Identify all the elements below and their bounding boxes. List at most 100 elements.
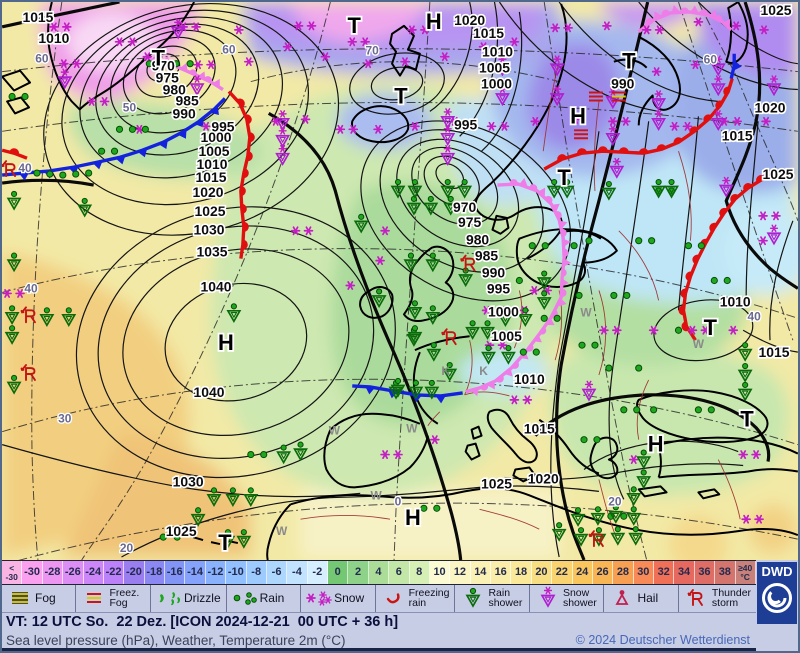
pressure-label: 1010 [482,44,513,60]
rain-symbol [650,406,658,414]
scale-cell: 34 [674,561,695,585]
scale-cell: -6 [266,561,288,585]
pressure-center: T [704,315,718,340]
pressure-label: 970 [453,199,476,215]
rain-symbol [575,291,583,300]
rain-symbol [684,242,693,250]
occl-front [144,56,224,91]
pressure-label: 1015 [22,9,53,25]
pressure-label: 1030 [194,222,225,238]
city-label: W [370,488,382,502]
cold-front [729,53,742,79]
pressure-label: 1025 [481,475,512,491]
legend-item-fog: Fog [2,585,75,612]
pressure-center: H [426,9,442,34]
rain-symbol [433,504,441,512]
graticule-label: 0 [395,494,402,508]
dwd-logo: DWD [757,562,797,624]
pressure-label: 1000 [481,76,512,92]
legend-item-drizzle: Drizzle [149,585,226,612]
graticule-label: 40 [24,281,38,295]
legend-item-rain: Rain shower [454,585,528,612]
city-label: W [693,337,705,351]
rain-symbol [115,125,124,133]
warm-front [678,171,775,342]
pressure-label: 1040 [194,384,225,400]
leg-ffog-icon [81,586,107,610]
rain-symbol [519,348,527,356]
rain-symbol [723,276,731,285]
pressure-label: 1005 [479,60,510,76]
scale-cell: -16 [165,561,186,585]
rain-symbol [532,348,540,356]
legend-label: Thunder storm [711,586,752,610]
warm-front [227,90,255,259]
scale-cell: 32 [654,561,675,585]
rain-symbol [585,237,593,245]
pressure-label: 995 [487,280,510,296]
scale-cell: 30 [633,561,654,585]
scale-cell: 36 [694,561,716,585]
copyright: © 2024 Deutscher Wetterdienst [575,633,750,648]
pressure-center: T [740,407,754,432]
scale-cell: 2 [348,561,369,585]
scale-cell: -20 [124,561,145,585]
graticule-label: 40 [18,161,32,175]
legend-label: Freez. Fog [109,586,140,610]
rain-symbol [85,169,93,177]
rain-symbol [648,237,656,245]
rain-symbol [635,364,643,372]
info-panel: < -30 -30 -28 -26 -24 -22 -20 -18 -16 -14 -12 -10 -8-… [2,560,798,651]
scale-cell: ≥40 °C [735,561,756,585]
rain-symbol [694,406,702,414]
pressure-label: 1010 [38,30,69,46]
rain-symbol [72,170,80,178]
pressure-label: 1020 [755,99,786,115]
pressure-centers-layer: T T H T T H T H T H H T T [150,7,756,557]
scale-cell: 24 [572,561,593,585]
rain-symbol [570,242,578,250]
occl-front [465,177,571,397]
rain-symbol [591,341,599,349]
pressure-label: 995 [211,118,234,134]
rain-symbol [674,326,683,334]
legend-label: Rain shower [488,586,523,610]
rain-symbol [420,504,428,512]
rain-symbol [110,147,119,155]
scale-cell: 0 [328,561,349,585]
warm-front [2,148,28,160]
legend-label: Fog [35,591,56,606]
pressure-label: 1020 [193,184,224,200]
rain-symbol [620,406,628,414]
pressure-center: H [218,330,234,355]
dwd-logo-text: DWD [761,564,793,579]
rain-symbol [541,242,549,250]
leg-hail-icon [616,589,629,606]
fronts-layer [2,5,775,404]
pressure-label: 1015 [722,127,753,143]
legend-label: Snow shower [562,586,597,610]
city-label: W [329,424,341,438]
legend-item-snow: Snow shower [528,585,603,612]
cold-front [2,97,227,181]
graticule-label: 60 [222,43,236,57]
pressure-label: 975 [156,70,179,86]
pressure-label: 1025 [195,203,226,219]
graticule-labels-layer: 60 60 70 60 50 40 40 40 30 20 20 0 [17,41,762,556]
pressure-label: 990 [173,105,196,121]
rain-symbol [540,314,548,322]
legend-label: Snow [334,591,365,606]
valid-time-line: VT: 12 UTC So. 22 Dez. [ICON 2024-12-21 … [2,612,756,633]
city-labels-layer: K K W W W W W W [276,305,705,538]
rain-symbol [98,147,106,155]
pressure-label: 995 [454,116,477,132]
pressure-center: T [348,13,362,38]
legend-item-hail: Hail [603,585,677,612]
legend-item-thunder: Thunder storm [677,585,756,612]
occl-front [637,5,733,34]
rain-symbol [593,436,601,444]
graticule-label: 40 [747,309,761,323]
scale-cell: 20 [531,561,553,585]
graticule-label: 60 [704,53,718,67]
